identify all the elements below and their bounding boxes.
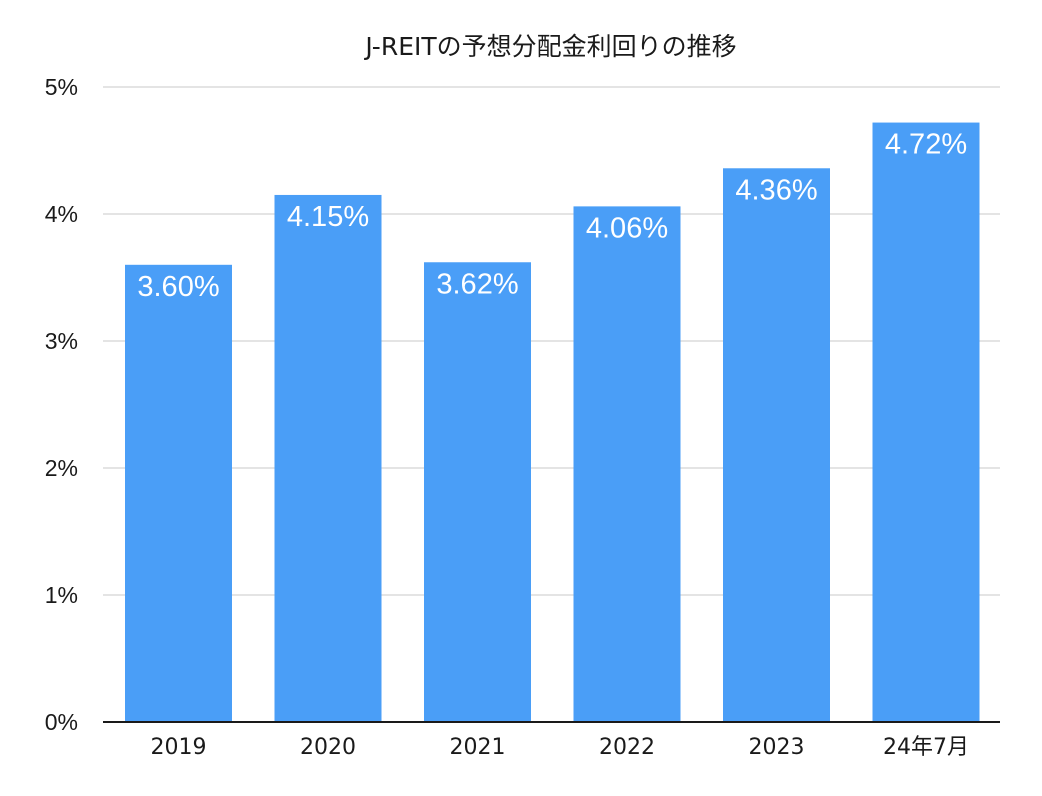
chart-title: J-REITの予想分配金利回りの推移 (363, 32, 736, 61)
y-tick-label: 4% (45, 201, 78, 227)
bar (573, 206, 681, 722)
x-tick-label: 2020 (300, 735, 356, 760)
bar-value-label: 3.60% (137, 271, 219, 303)
x-axis-tick-labels: 2019 2020 2021 2022 2023 24年7月 (151, 735, 970, 760)
bar-value-label: 4.72% (885, 129, 967, 161)
x-tick-label: 2021 (450, 735, 506, 760)
x-tick-label: 2022 (599, 735, 655, 760)
x-tick-label: 2023 (749, 735, 805, 760)
gridlines (103, 86, 1000, 596)
y-tick-label: 2% (45, 455, 78, 481)
bar (723, 168, 830, 722)
y-axis-tick-labels: 0% 1% 2% 3% 4% 5% (45, 74, 78, 735)
bar (274, 194, 382, 722)
bar-value-label: 4.06% (586, 212, 668, 244)
bars (125, 122, 980, 722)
y-tick-label: 0% (45, 709, 78, 735)
bar (125, 264, 232, 722)
bar-value-label: 4.36% (735, 174, 817, 206)
x-tick-label: 24年7月 (883, 735, 969, 760)
bar (424, 262, 531, 722)
x-tick-label: 2019 (151, 735, 207, 760)
bar (872, 122, 980, 722)
y-tick-label: 5% (45, 74, 78, 100)
y-tick-label: 3% (45, 328, 78, 354)
y-tick-label: 1% (45, 582, 78, 608)
bar-value-label: 3.62% (436, 268, 518, 300)
data-labels: 3.60% 4.15% 3.62% 4.06% 4.36% 4.72% (137, 129, 967, 303)
bar-value-label: 4.15% (287, 201, 369, 233)
